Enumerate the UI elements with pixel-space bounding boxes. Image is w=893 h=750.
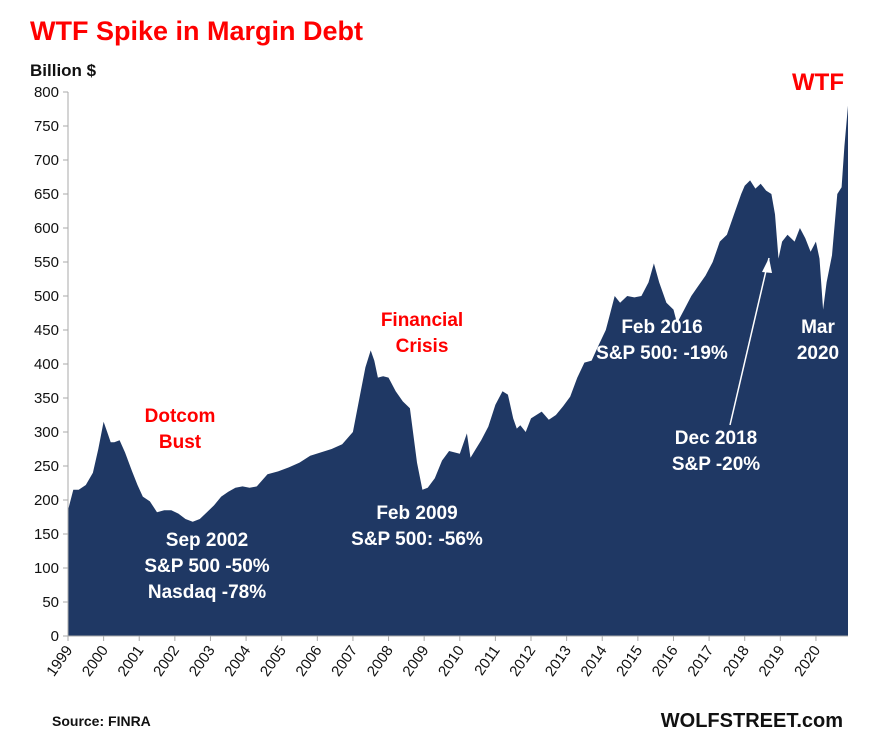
x-tick-label: 2009 <box>399 643 432 680</box>
x-tick-label: 2018 <box>720 643 753 680</box>
annotation-line: S&P 500: -56% <box>351 529 483 550</box>
y-tick-label: 200 <box>34 492 59 509</box>
annotations: Dotcom Bust Financial Crisis Sep 2002 S&P 5… <box>144 69 844 603</box>
annotation-line: Financial <box>381 310 463 331</box>
annotation-line: Crisis <box>396 336 449 357</box>
x-tick-label: 2016 <box>649 643 682 680</box>
y-tick-label: 800 <box>34 84 59 101</box>
y-tick-label: 300 <box>34 424 59 441</box>
margin-debt-area <box>68 105 848 637</box>
x-tick-label: 2013 <box>542 643 575 680</box>
annotation-feb-2009: Feb 2009 S&P 500: -56% <box>351 503 483 550</box>
y-tick-label: 250 <box>34 458 59 475</box>
source-label: Source: FINRA <box>52 713 151 729</box>
dec-2018-arrowhead <box>762 258 772 273</box>
dec-2018-arrow <box>729 257 770 426</box>
y-tick-label: 50 <box>42 594 59 611</box>
x-tick-label: 2011 <box>471 643 503 679</box>
x-tick-label: 2004 <box>221 643 254 680</box>
y-tick-label: 450 <box>34 322 59 339</box>
x-tick-label: 2007 <box>328 643 361 680</box>
y-axis-unit-label: Billion $ <box>30 61 97 80</box>
annotation-sep-2002: Sep 2002 S&P 500 -50% Nasdaq -78% <box>144 530 269 603</box>
x-tick-label: 2000 <box>79 643 112 680</box>
x-tick-label: 2006 <box>293 643 326 680</box>
annotation-line: Dec 2018 <box>675 428 757 449</box>
x-tick-label: 2017 <box>684 643 717 680</box>
annotation-line: 2020 <box>797 343 839 364</box>
x-tick-label: 2008 <box>364 643 397 680</box>
x-tick-label: 2010 <box>435 643 468 680</box>
y-tick-label: 600 <box>34 220 59 237</box>
annotation-line: Bust <box>159 432 202 453</box>
y-axis-ticks: 0 50 100 150 200 250 300 350 400 450 500 550 600 650 7… <box>34 84 68 645</box>
brand-label: WOLFSTREET.com <box>661 710 843 732</box>
annotation-wtf: WTF <box>792 69 844 96</box>
annotation-line: Dotcom <box>145 406 216 427</box>
y-tick-label: 750 <box>34 118 59 135</box>
annotation-line: Sep 2002 <box>166 530 248 551</box>
y-tick-label: 100 <box>34 560 59 577</box>
x-tick-label: 2015 <box>613 643 646 680</box>
annotation-line: Feb 2009 <box>376 503 457 524</box>
x-tick-label: 2003 <box>186 643 219 680</box>
x-tick-label: 2002 <box>150 643 183 680</box>
annotation-line: S&P 500 -50% <box>144 556 269 577</box>
x-tick-label: 2020 <box>791 643 824 680</box>
y-tick-label: 650 <box>34 186 59 203</box>
annotation-line: S&P 500: -19% <box>596 343 728 364</box>
x-tick-label: 2019 <box>756 643 789 680</box>
annotation-line: Nasdaq -78% <box>148 582 266 603</box>
annotation-line: WTF <box>792 69 844 96</box>
annotation-feb-2016: Feb 2016 S&P 500: -19% <box>596 317 728 364</box>
x-tick-label: 2012 <box>506 643 539 680</box>
x-tick-label: 2005 <box>257 643 290 680</box>
x-axis-ticks: 1999 2000 2001 2002 2003 2004 2005 2006 2007 2008… <box>43 636 824 680</box>
x-tick-label: 2001 <box>114 643 147 680</box>
y-tick-label: 150 <box>34 526 59 543</box>
annotation-dec-2018: Dec 2018 S&P -20% <box>672 428 760 475</box>
y-tick-label: 0 <box>51 628 59 645</box>
chart-title: WTF Spike in Margin Debt <box>30 16 363 46</box>
annotation-mar-2020: Mar 2020 <box>797 317 839 364</box>
y-tick-label: 700 <box>34 152 59 169</box>
annotation-line: S&P -20% <box>672 454 760 475</box>
y-tick-label: 400 <box>34 356 59 373</box>
y-tick-label: 500 <box>34 288 59 305</box>
x-tick-label: 1999 <box>43 643 76 680</box>
annotation-line: Mar <box>801 317 835 338</box>
annotation-financial-crisis: Financial Crisis <box>381 310 463 357</box>
y-tick-label: 550 <box>34 254 59 271</box>
y-tick-label: 350 <box>34 390 59 407</box>
annotation-line: Feb 2016 <box>621 317 702 338</box>
annotation-dotcom-bust: Dotcom Bust <box>145 406 216 453</box>
x-tick-label: 2014 <box>577 643 610 680</box>
